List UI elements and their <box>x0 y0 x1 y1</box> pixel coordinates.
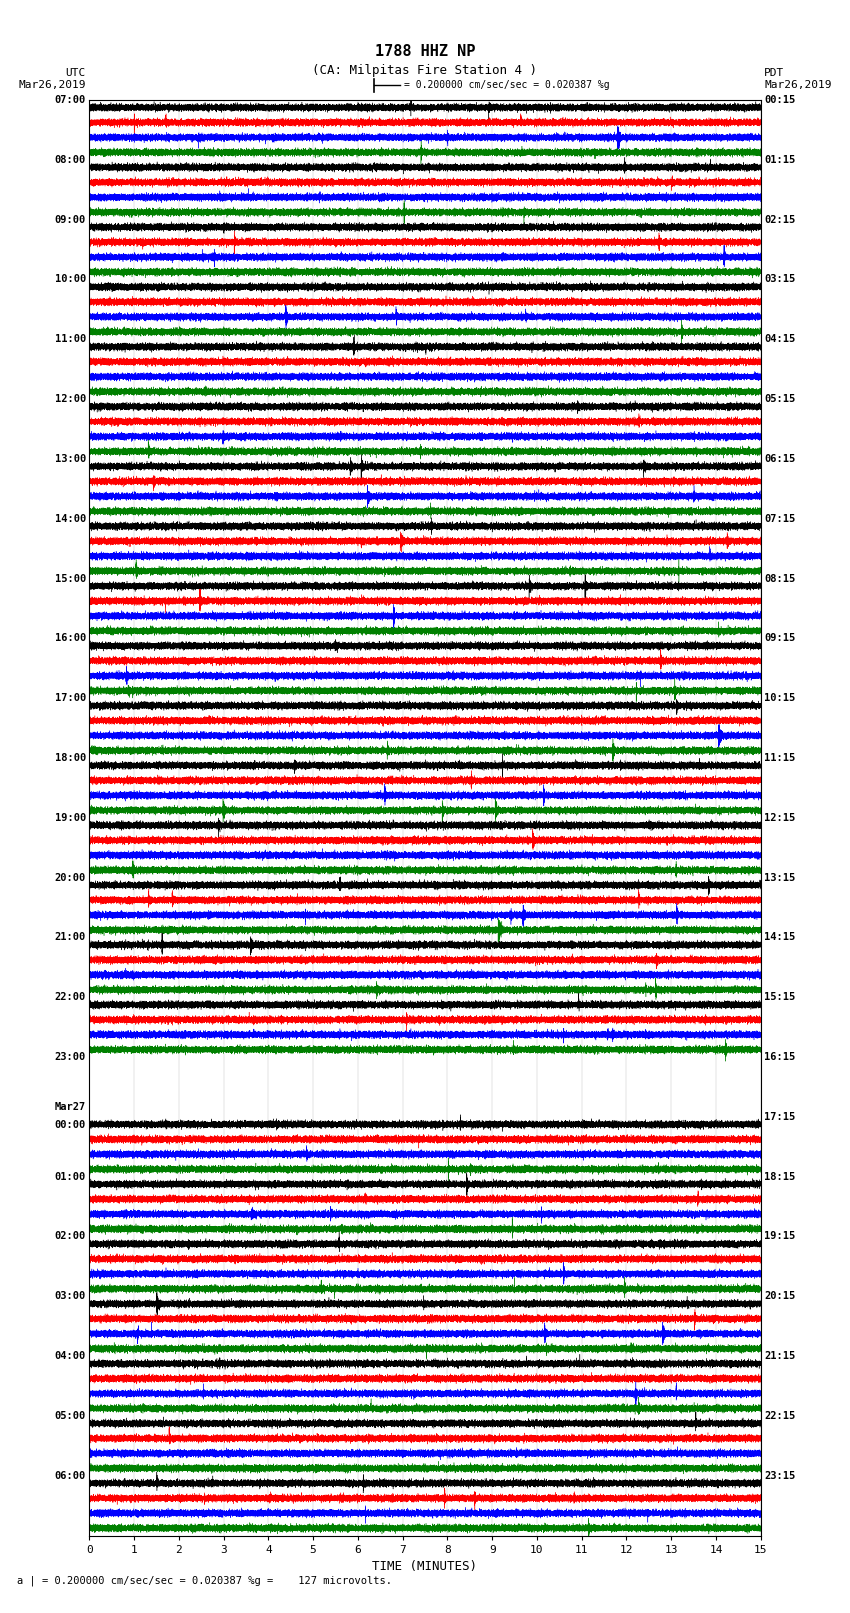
Text: 05:15: 05:15 <box>764 394 796 405</box>
Text: 20:00: 20:00 <box>54 873 86 882</box>
Text: 04:15: 04:15 <box>764 334 796 344</box>
Text: 21:15: 21:15 <box>764 1352 796 1361</box>
Text: 07:00: 07:00 <box>54 95 86 105</box>
Text: UTC: UTC <box>65 68 86 77</box>
Text: 01:15: 01:15 <box>764 155 796 165</box>
Text: 15:15: 15:15 <box>764 992 796 1002</box>
Text: 13:15: 13:15 <box>764 873 796 882</box>
Text: 08:00: 08:00 <box>54 155 86 165</box>
Text: 10:00: 10:00 <box>54 274 86 284</box>
Text: Mar26,2019: Mar26,2019 <box>19 81 86 90</box>
Text: 07:15: 07:15 <box>764 513 796 524</box>
Text: Mar26,2019: Mar26,2019 <box>764 81 831 90</box>
Text: 13:00: 13:00 <box>54 453 86 465</box>
Text: 04:00: 04:00 <box>54 1352 86 1361</box>
Text: 03:00: 03:00 <box>54 1292 86 1302</box>
Text: Mar27: Mar27 <box>54 1102 86 1111</box>
Text: 00:15: 00:15 <box>764 95 796 105</box>
Text: 20:15: 20:15 <box>764 1292 796 1302</box>
Text: PDT: PDT <box>764 68 785 77</box>
Text: 23:15: 23:15 <box>764 1471 796 1481</box>
Text: 21:00: 21:00 <box>54 932 86 942</box>
Text: 22:15: 22:15 <box>764 1411 796 1421</box>
Text: (CA: Milpitas Fire Station 4 ): (CA: Milpitas Fire Station 4 ) <box>313 65 537 77</box>
Text: 16:00: 16:00 <box>54 634 86 644</box>
Text: 18:15: 18:15 <box>764 1171 796 1182</box>
Text: 11:15: 11:15 <box>764 753 796 763</box>
X-axis label: TIME (MINUTES): TIME (MINUTES) <box>372 1560 478 1573</box>
Text: 15:00: 15:00 <box>54 574 86 584</box>
Text: 00:00: 00:00 <box>54 1119 86 1131</box>
Text: 03:15: 03:15 <box>764 274 796 284</box>
Text: a | = 0.200000 cm/sec/sec = 0.020387 %g =    127 microvolts.: a | = 0.200000 cm/sec/sec = 0.020387 %g … <box>17 1576 392 1586</box>
Text: 1788 HHZ NP: 1788 HHZ NP <box>375 44 475 60</box>
Text: 05:00: 05:00 <box>54 1411 86 1421</box>
Text: = 0.200000 cm/sec/sec = 0.020387 %g: = 0.200000 cm/sec/sec = 0.020387 %g <box>404 81 609 90</box>
Text: 18:00: 18:00 <box>54 753 86 763</box>
Text: 19:00: 19:00 <box>54 813 86 823</box>
Text: 19:15: 19:15 <box>764 1231 796 1242</box>
Text: 01:00: 01:00 <box>54 1171 86 1182</box>
Text: 12:00: 12:00 <box>54 394 86 405</box>
Text: 02:15: 02:15 <box>764 215 796 224</box>
Text: 16:15: 16:15 <box>764 1052 796 1061</box>
Text: 17:00: 17:00 <box>54 694 86 703</box>
Text: 14:00: 14:00 <box>54 513 86 524</box>
Text: 10:15: 10:15 <box>764 694 796 703</box>
Text: 06:15: 06:15 <box>764 453 796 465</box>
Text: 23:00: 23:00 <box>54 1052 86 1061</box>
Text: 17:15: 17:15 <box>764 1111 796 1123</box>
Text: 09:00: 09:00 <box>54 215 86 224</box>
Text: 08:15: 08:15 <box>764 574 796 584</box>
Text: 11:00: 11:00 <box>54 334 86 344</box>
Text: 02:00: 02:00 <box>54 1231 86 1242</box>
Text: 09:15: 09:15 <box>764 634 796 644</box>
Text: 22:00: 22:00 <box>54 992 86 1002</box>
Text: 06:00: 06:00 <box>54 1471 86 1481</box>
Text: 12:15: 12:15 <box>764 813 796 823</box>
Text: 14:15: 14:15 <box>764 932 796 942</box>
